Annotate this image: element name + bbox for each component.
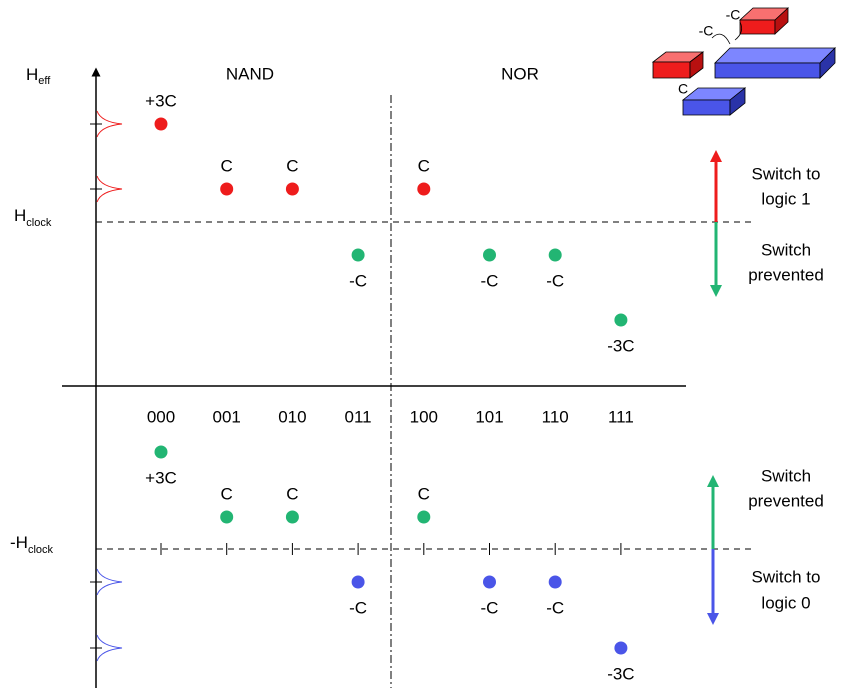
point-label: -C — [546, 271, 564, 290]
point — [417, 182, 431, 196]
point — [483, 575, 496, 589]
inset — [651, 7, 836, 116]
point-label: C — [418, 156, 430, 175]
header: NAND — [226, 64, 274, 83]
point-label: +3C — [145, 468, 177, 487]
category-label: 101 — [475, 407, 503, 426]
point — [483, 248, 496, 262]
point-label: -C — [481, 271, 499, 290]
point-label: C — [286, 156, 298, 175]
inset-label: C — [678, 81, 688, 97]
point-label: C — [286, 484, 298, 503]
annotation: prevented — [748, 491, 824, 510]
point — [351, 248, 365, 262]
category-label: 010 — [278, 407, 306, 426]
point — [154, 445, 168, 459]
category-label: 100 — [410, 407, 438, 426]
point — [614, 313, 628, 327]
annotation: Switch — [761, 466, 811, 485]
point-label: C — [418, 484, 430, 503]
annotation: Switch to — [752, 567, 821, 586]
point-label: -C — [349, 271, 367, 290]
annotation: logic 0 — [761, 593, 810, 612]
point — [548, 575, 562, 589]
point-label: C — [221, 484, 233, 503]
point — [285, 510, 299, 524]
distributions — [90, 110, 123, 662]
point-label: -C — [546, 598, 564, 617]
point — [548, 248, 562, 262]
neg-h-clock-label: -Hclock — [10, 533, 54, 555]
point — [417, 510, 431, 524]
point — [220, 182, 234, 196]
category-label: 001 — [213, 407, 241, 426]
annotation: Switch to — [752, 164, 821, 183]
point-label: -C — [349, 598, 367, 617]
category-label: 000 — [147, 407, 175, 426]
header: NOR — [501, 64, 539, 83]
point — [220, 510, 234, 524]
point — [154, 117, 168, 131]
inset-label: -C — [726, 7, 741, 23]
category-label: 011 — [345, 407, 372, 426]
inset-label: -C — [699, 23, 714, 39]
category-label: 111 — [608, 407, 634, 426]
annotation: Switch — [761, 240, 811, 259]
annotation: prevented — [748, 265, 824, 284]
y-label: Heff — [26, 65, 51, 86]
point — [614, 641, 628, 655]
annotation: logic 1 — [761, 189, 810, 208]
point — [351, 575, 365, 589]
point — [285, 182, 299, 196]
h-clock-label: Hclock — [14, 206, 52, 228]
point-label: -3C — [607, 664, 634, 683]
category-label: 110 — [542, 407, 569, 426]
point-label: -C — [481, 598, 499, 617]
point-label: C — [221, 156, 233, 175]
point-label: +3C — [145, 91, 177, 110]
point-label: -3C — [607, 336, 634, 355]
